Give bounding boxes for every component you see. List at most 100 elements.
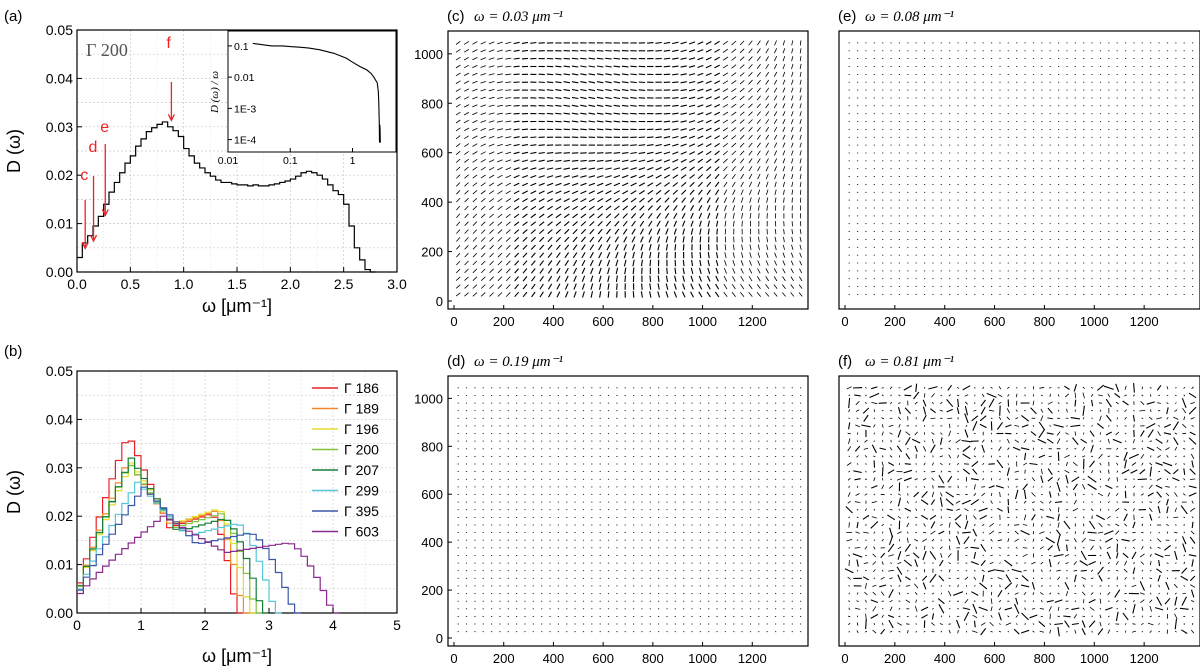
- vector-arrow: [514, 252, 520, 258]
- vector-arrow: [672, 112, 679, 115]
- vector-arrow: [596, 65, 604, 68]
- vector-arrow: [862, 407, 870, 414]
- vector-arrow: [580, 198, 587, 203]
- vector-arrow: [556, 291, 561, 298]
- vector-arrow: [606, 236, 611, 243]
- vector-arrow: [564, 236, 570, 243]
- vector-arrow: [472, 268, 478, 274]
- vector-arrow: [731, 111, 737, 116]
- vector-arrow: [870, 485, 878, 489]
- vector-arrow: [872, 591, 877, 596]
- vector-arrow: [731, 142, 737, 148]
- vector-arrow: [856, 569, 859, 572]
- vector-arrow: [938, 604, 945, 614]
- vector-arrow: [979, 423, 987, 429]
- vector-arrow: [961, 499, 972, 505]
- vector-arrow: [589, 221, 595, 227]
- vector-arrow: [904, 543, 911, 552]
- vector-arrow: [646, 151, 654, 155]
- vector-arrow: [647, 136, 654, 139]
- vector-arrow: [572, 236, 578, 243]
- vector-arrow: [480, 143, 486, 147]
- vector-arrow: [739, 56, 745, 61]
- vector-arrow: [923, 455, 926, 458]
- legend-label: Γ 603: [344, 524, 379, 540]
- vector-arrow: [631, 228, 636, 235]
- vector-arrow: [990, 584, 993, 587]
- vector-arrow: [563, 205, 570, 211]
- vector-arrow: [455, 48, 461, 53]
- vector-arrow: [773, 284, 778, 289]
- vector-arrow: [732, 205, 736, 211]
- vector-arrow: [663, 151, 671, 155]
- vector-arrow: [472, 292, 478, 297]
- vector-arrow: [964, 413, 969, 424]
- vector-arrow: [898, 440, 901, 442]
- vector-arrow: [497, 174, 503, 179]
- vector-arrow: [872, 561, 877, 565]
- vector-arrow: [880, 591, 885, 596]
- vector-arrow: [463, 72, 470, 76]
- vector-arrow: [756, 95, 761, 101]
- vector-arrow: [505, 221, 511, 226]
- vector-arrow: [521, 159, 529, 163]
- vector-arrow: [765, 134, 770, 140]
- panel-f-vector-field: [844, 383, 1197, 637]
- vector-arrow: [563, 198, 570, 203]
- vector-arrow: [791, 197, 793, 203]
- vector-arrow: [480, 174, 486, 179]
- vector-arrow: [739, 291, 745, 297]
- vector-arrow: [472, 151, 478, 155]
- vector-arrow: [522, 174, 528, 179]
- vector-arrow: [964, 394, 969, 397]
- vector-arrow: [621, 104, 629, 107]
- vector-arrow: [488, 57, 495, 60]
- vector-arrow: [897, 493, 901, 496]
- vector-arrow: [622, 174, 629, 179]
- vector-arrow: [480, 182, 486, 187]
- vector-arrow: [932, 546, 934, 549]
- inset-y-tick-label: 0.1: [234, 41, 249, 53]
- vector-arrow: [605, 49, 612, 52]
- vector-arrow: [929, 408, 936, 414]
- vector-arrow: [947, 553, 952, 558]
- vector-arrow: [731, 291, 736, 298]
- vector-arrow: [773, 276, 778, 282]
- vector-arrow: [872, 606, 877, 612]
- vector-arrow: [799, 63, 802, 70]
- vector-arrow: [680, 135, 687, 139]
- vector-arrow: [530, 182, 537, 187]
- vector-arrow: [640, 236, 644, 243]
- vector-arrow: [530, 136, 537, 139]
- vector-arrow: [664, 189, 670, 195]
- vector-arrow: [630, 159, 637, 163]
- vector-arrow: [597, 213, 603, 219]
- vector-arrow: [497, 268, 503, 274]
- vector-arrow: [455, 284, 461, 289]
- vector-arrow: [904, 507, 912, 512]
- vector-arrow: [488, 166, 495, 171]
- vector-arrow: [555, 120, 562, 123]
- vector-arrow: [940, 592, 942, 595]
- vector-arrow: [714, 48, 720, 53]
- vector-arrow: [505, 237, 511, 242]
- vector-arrow: [455, 64, 461, 69]
- vector-arrow: [782, 252, 786, 258]
- vector-arrow: [914, 478, 918, 481]
- vector-arrow: [596, 96, 604, 100]
- vector-arrow: [964, 576, 969, 580]
- arrow-label-e: e: [100, 119, 109, 136]
- vector-arrow: [948, 600, 951, 603]
- vector-arrow: [766, 236, 769, 243]
- vector-arrow: [563, 175, 570, 178]
- vector-arrow: [774, 56, 778, 62]
- vector-arrow: [624, 275, 627, 283]
- vector-arrow: [647, 166, 654, 171]
- y-tick-label: 200: [421, 583, 443, 598]
- vector-arrow: [505, 213, 511, 219]
- vector-arrow: [606, 259, 611, 267]
- vector-arrow: [773, 111, 778, 117]
- vector-arrow: [464, 237, 469, 242]
